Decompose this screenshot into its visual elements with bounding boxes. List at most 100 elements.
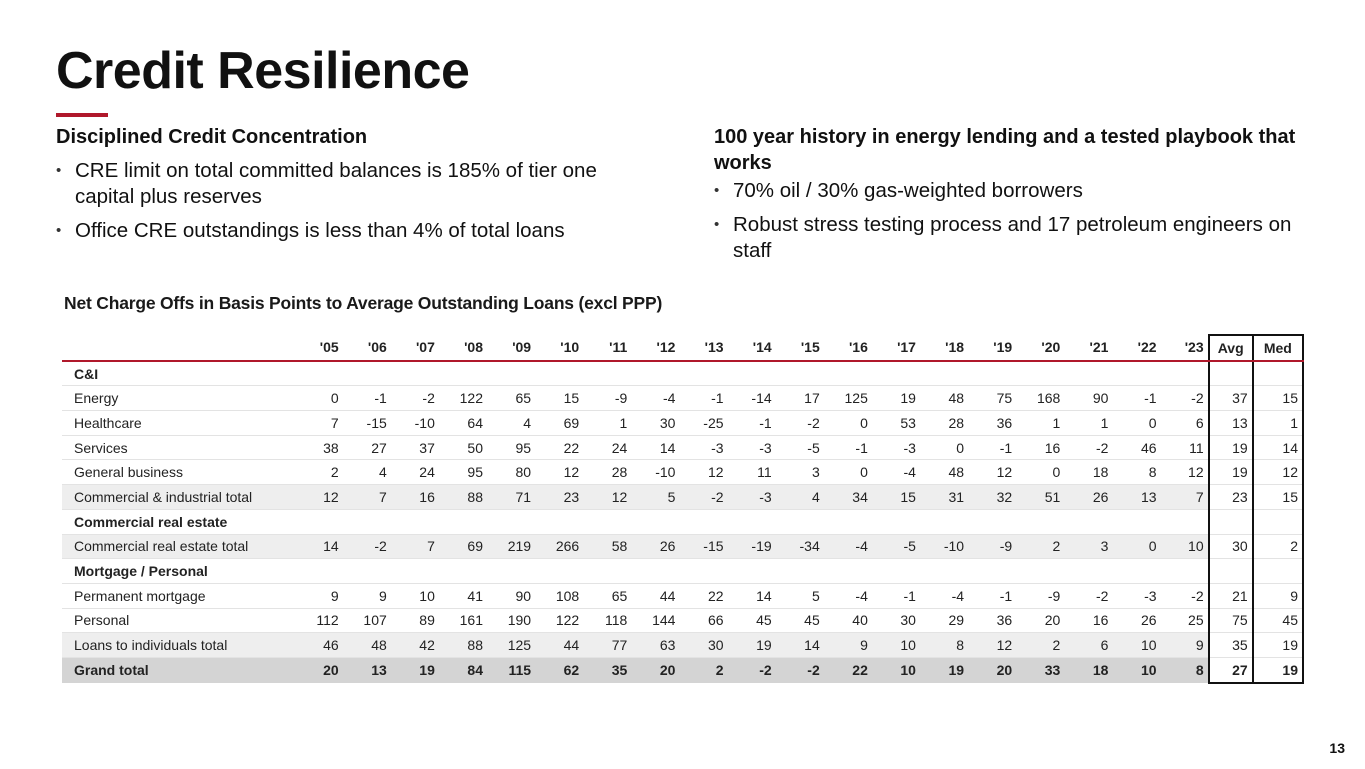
value-cell: 51	[1016, 484, 1065, 510]
value-cell: 266	[535, 534, 584, 560]
year-header: '18	[919, 335, 969, 362]
value-cell: 90	[486, 583, 536, 609]
value-cell: 112	[294, 608, 343, 634]
value-cell: -2	[1160, 583, 1209, 609]
value-cell: 12	[535, 459, 584, 486]
med-cell: 1	[1251, 410, 1305, 436]
value-cell: -2	[727, 657, 776, 684]
value-cell: 1	[1064, 410, 1113, 436]
row-label: Energy	[62, 385, 295, 412]
value-cell: 0	[823, 459, 872, 486]
table-row: Commercial real estate total 14 -2 7 69 219 26…	[62, 534, 1305, 560]
avg-cell: 21	[1207, 583, 1253, 609]
table-section-row: Mortgage / Personal	[62, 558, 1305, 584]
value-cell: 118	[583, 608, 632, 634]
value-cell	[871, 360, 920, 387]
value-cell: 8	[919, 632, 969, 658]
value-cell: 115	[486, 657, 536, 684]
value-cell: 24	[390, 459, 439, 486]
value-cell: -5	[871, 534, 920, 560]
value-cell: -2	[342, 534, 391, 560]
value-cell: 77	[583, 632, 632, 658]
value-cell: -9	[1016, 583, 1065, 609]
value-cell: -1	[968, 435, 1017, 461]
value-cell: 108	[535, 583, 584, 609]
value-cell	[823, 360, 872, 387]
med-cell: 9	[1251, 583, 1305, 609]
row-label: Commercial & industrial total	[62, 484, 295, 510]
value-cell: 84	[438, 657, 487, 684]
value-cell: -1	[342, 385, 391, 412]
value-cell: 40	[823, 608, 872, 634]
value-cell: 88	[438, 484, 487, 510]
value-cell	[631, 509, 680, 535]
value-cell: 64	[438, 410, 487, 436]
table-row: General business 2 4 24 95 80 12 28 -10 12 11 3 0 -4 4…	[62, 459, 1305, 486]
value-cell: 31	[919, 484, 969, 510]
value-cell: 7	[294, 410, 343, 436]
value-cell: -34	[775, 534, 824, 560]
value-cell: 48	[919, 385, 969, 412]
bullet-item: CRE limit on total committed balances is…	[56, 158, 646, 210]
value-cell: 3	[1064, 534, 1113, 560]
value-cell	[583, 509, 632, 535]
avg-cell: 27	[1207, 657, 1253, 684]
value-cell	[1064, 360, 1113, 387]
row-label: Commercial real estate total	[62, 534, 295, 560]
net-charge-offs-table: '05'06'07'08'09'10'11'12'13'14'15'16'17 '…	[62, 334, 1305, 684]
value-cell	[294, 509, 343, 535]
energy-lending-heading: 100 year history in energy lending and a…	[714, 126, 1296, 174]
avg-cell: 30	[1207, 534, 1253, 560]
med-header: Med	[1251, 334, 1305, 362]
row-label: Grand total	[62, 657, 295, 684]
value-cell: 30	[679, 632, 728, 658]
energy-lending-bullets: 70% oil / 30% gas-weighted borrowers Rob…	[714, 178, 1324, 264]
value-cell: 0	[1112, 534, 1161, 560]
value-cell: -3	[727, 484, 776, 510]
value-cell	[486, 360, 536, 387]
value-cell: -1	[727, 410, 776, 436]
value-cell: 89	[390, 608, 439, 634]
value-cell: 65	[486, 385, 536, 412]
value-cell: 48	[919, 459, 969, 486]
table-header-row: '05'06'07'08'09'10'11'12'13'14'15'16'17 '…	[62, 334, 1305, 362]
value-cell: -2	[390, 385, 439, 412]
value-cell: 2	[294, 459, 343, 486]
value-cell: -15	[679, 534, 728, 560]
value-cell	[727, 558, 776, 584]
value-cell: -3	[1112, 583, 1161, 609]
value-cell: -19	[727, 534, 776, 560]
year-header: '15	[775, 335, 824, 362]
value-cell: 46	[294, 632, 343, 658]
med-cell	[1251, 509, 1305, 535]
credit-concentration-heading: Disciplined Credit Concentration	[56, 126, 368, 148]
value-cell: 12	[583, 484, 632, 510]
value-cell: 0	[823, 410, 872, 436]
value-cell: 7	[390, 534, 439, 560]
med-cell: 45	[1251, 608, 1305, 634]
year-header: '11	[583, 335, 632, 362]
value-cell: 69	[535, 410, 584, 436]
value-cell: -10	[631, 459, 680, 486]
bullet-item: Robust stress testing process and 17 pet…	[714, 212, 1324, 264]
value-cell: 14	[294, 534, 343, 560]
value-cell: 71	[486, 484, 536, 510]
value-cell: 12	[294, 484, 343, 510]
year-header: '20	[1016, 335, 1065, 362]
value-cell: 8	[1112, 459, 1161, 486]
value-cell	[919, 360, 969, 387]
year-header: '06	[342, 335, 391, 362]
avg-cell	[1207, 558, 1253, 584]
med-cell: 19	[1251, 657, 1305, 684]
year-header: '09	[486, 335, 536, 362]
value-cell: -4	[871, 459, 920, 486]
year-header: '21	[1064, 335, 1113, 362]
value-cell: 16	[390, 484, 439, 510]
value-cell	[486, 509, 536, 535]
value-cell	[535, 509, 584, 535]
row-label: Mortgage / Personal	[62, 558, 295, 584]
value-cell: 48	[342, 632, 391, 658]
table-title: Net Charge Offs in Basis Points to Avera…	[64, 293, 663, 313]
value-cell: 37	[390, 435, 439, 461]
value-cell: -14	[727, 385, 776, 412]
